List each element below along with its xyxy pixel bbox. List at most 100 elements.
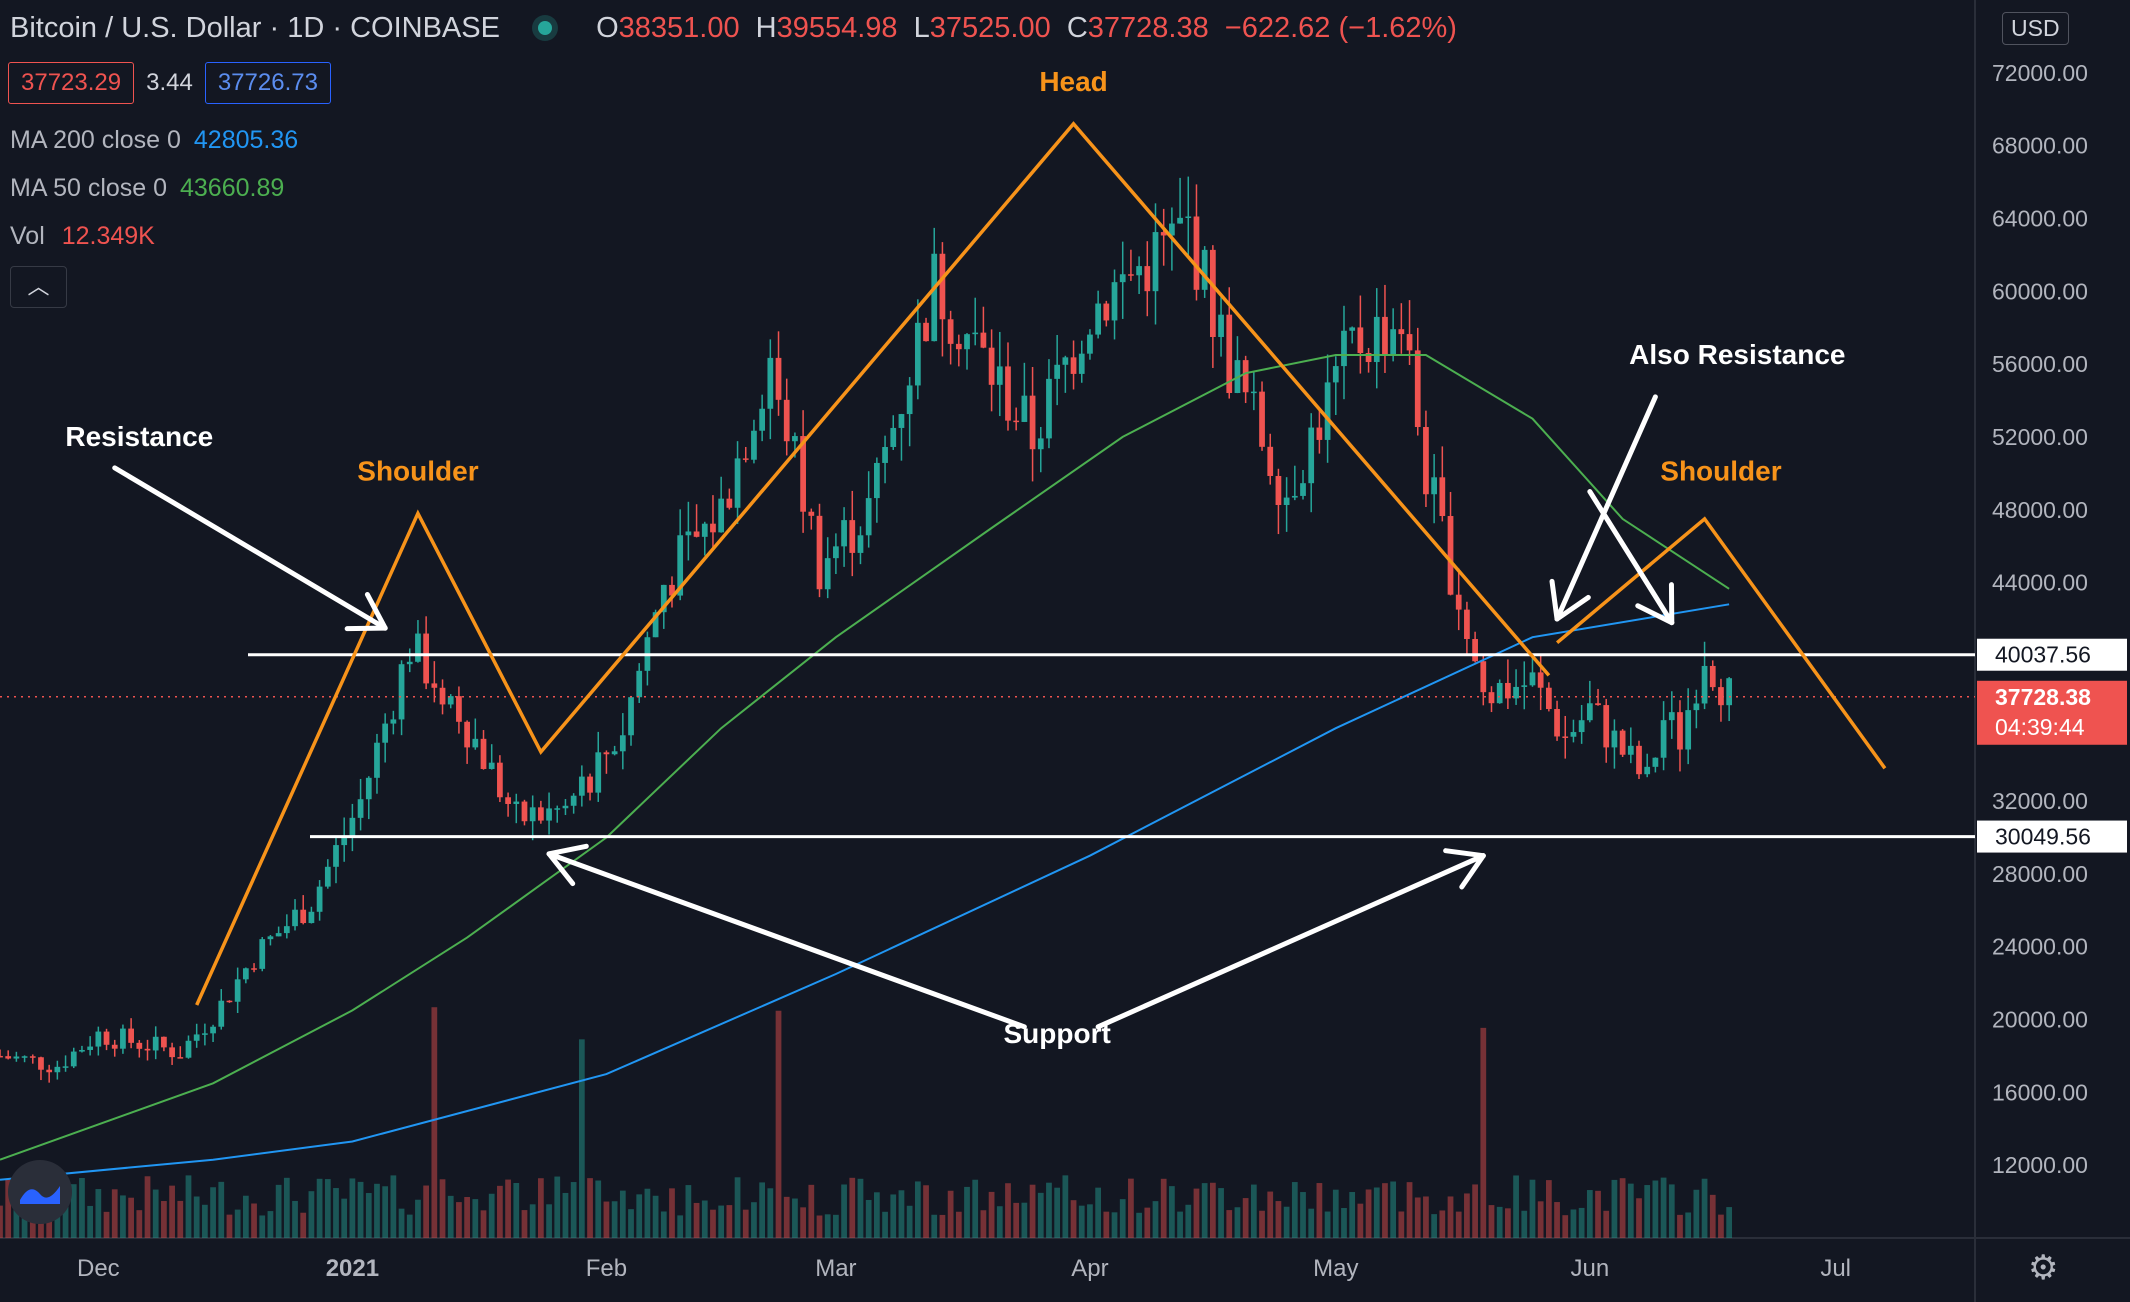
- price-tick-label: 60000.00: [1992, 278, 2088, 304]
- volume-bar: [587, 1178, 593, 1238]
- price-tick-label: 48000.00: [1992, 497, 2088, 523]
- candle-body: [800, 436, 806, 512]
- candle-body: [1029, 395, 1036, 450]
- volume-bar: [1267, 1191, 1274, 1238]
- volume-bar: [546, 1204, 552, 1238]
- candle-body: [13, 1056, 20, 1059]
- candle-body: [316, 886, 323, 912]
- price-tick-label: 12000.00: [1992, 1152, 2088, 1178]
- volume-bar: [316, 1178, 323, 1238]
- candle-body: [382, 723, 389, 743]
- volume-bar: [308, 1191, 315, 1238]
- candle-body: [1365, 353, 1372, 363]
- volume-bar: [267, 1211, 274, 1238]
- gear-icon[interactable]: ⚙: [2028, 1249, 2059, 1287]
- candle-body: [1595, 703, 1601, 706]
- annotation-arrowhead: [1554, 594, 1591, 622]
- candle-body: [357, 799, 364, 818]
- low-value: 37525.00: [929, 12, 1051, 44]
- volume-bar: [497, 1185, 503, 1238]
- candle-body: [1455, 594, 1462, 610]
- price-tick-label: 24000.00: [1992, 934, 2088, 960]
- candle-body: [472, 738, 479, 748]
- volume-bar: [202, 1204, 208, 1238]
- volume-bar: [152, 1189, 159, 1238]
- annotation-label: Shoulder: [1660, 456, 1781, 487]
- candle-body: [1062, 357, 1069, 365]
- time-tick-label: Jun: [1570, 1255, 1609, 1282]
- candle-body: [333, 845, 339, 867]
- volume-bar: [185, 1175, 192, 1238]
- volume-bar: [1111, 1212, 1118, 1238]
- candle-body: [1267, 446, 1274, 476]
- volume-bar: [923, 1185, 929, 1238]
- candle-body: [505, 797, 511, 804]
- candle-body: [521, 801, 528, 822]
- candle-body: [456, 696, 462, 722]
- volume-bar: [1037, 1192, 1044, 1238]
- candle-body: [1160, 232, 1167, 236]
- currency-button[interactable]: USD: [2002, 12, 2069, 45]
- candle-body: [693, 531, 700, 537]
- time-tick-label: 2021: [326, 1255, 379, 1282]
- candle-body: [1119, 274, 1126, 283]
- candle-body: [742, 458, 749, 460]
- chevron-up-icon[interactable]: ︿: [10, 266, 67, 308]
- countdown-label: 04:39:44: [1995, 714, 2085, 740]
- candle-body: [1300, 483, 1306, 496]
- bid-button[interactable]: 37723.29: [8, 62, 135, 104]
- candle-body: [210, 1026, 216, 1034]
- volume-bar: [1529, 1179, 1536, 1238]
- annotation-label: Head: [1039, 66, 1107, 97]
- ma50-legend[interactable]: MA 50 close 0 43660.89: [10, 174, 285, 202]
- candle-body: [161, 1036, 167, 1048]
- candles: [0, 176, 1733, 1083]
- candle-body: [390, 719, 397, 724]
- symbol-name: Bitcoin / U.S. Dollar: [10, 12, 262, 44]
- candle-body: [1250, 391, 1257, 394]
- volume-bar: [857, 1178, 864, 1238]
- ask-button[interactable]: 37726.73: [204, 62, 331, 104]
- time-tick-label: Apr: [1071, 1255, 1108, 1282]
- volume-bar: [480, 1210, 487, 1238]
- spread-value: 3.44: [146, 69, 193, 96]
- candle-body: [1619, 730, 1626, 755]
- candle-body: [1291, 495, 1298, 498]
- candle-body: [1570, 732, 1577, 737]
- candle-body: [497, 762, 503, 798]
- candle-body: [578, 776, 585, 796]
- volume-bar: [439, 1179, 446, 1238]
- volume-bar: [1652, 1180, 1659, 1238]
- candle-body: [816, 515, 823, 590]
- pattern-line: [195, 121, 1551, 1006]
- candle-body: [718, 498, 725, 533]
- volume-bar: [1668, 1184, 1675, 1238]
- candle-body: [947, 319, 954, 344]
- volume-bar: [841, 1184, 847, 1238]
- ma200-legend[interactable]: MA 200 close 0 42805.36: [10, 126, 299, 154]
- horizontal-level-tag: [1977, 638, 2127, 671]
- volume-bar: [890, 1194, 897, 1238]
- price-tick-label: 20000.00: [1992, 1007, 2088, 1033]
- candle-body: [1439, 477, 1446, 517]
- interval[interactable]: 1D: [287, 12, 325, 44]
- candle-body: [931, 253, 938, 342]
- volume-bar: [423, 1185, 430, 1238]
- volume-bar: [210, 1187, 216, 1238]
- tradingview-logo-icon[interactable]: [8, 1160, 72, 1224]
- volume-legend[interactable]: Vol 12.349K: [10, 222, 155, 250]
- volume-bar: [1488, 1205, 1495, 1238]
- candle-body: [1554, 709, 1560, 737]
- candle-body: [234, 979, 241, 1002]
- price-tick-label: 72000.00: [1992, 60, 2088, 86]
- volume-bar: [1349, 1192, 1356, 1238]
- volume-bar: [1578, 1207, 1585, 1238]
- volume-bar: [341, 1198, 348, 1238]
- volume-bar: [1562, 1215, 1569, 1238]
- candle-body: [128, 1028, 134, 1043]
- volume-bar: [275, 1184, 282, 1238]
- volume-bar: [1291, 1182, 1298, 1238]
- candle-body: [1037, 438, 1044, 450]
